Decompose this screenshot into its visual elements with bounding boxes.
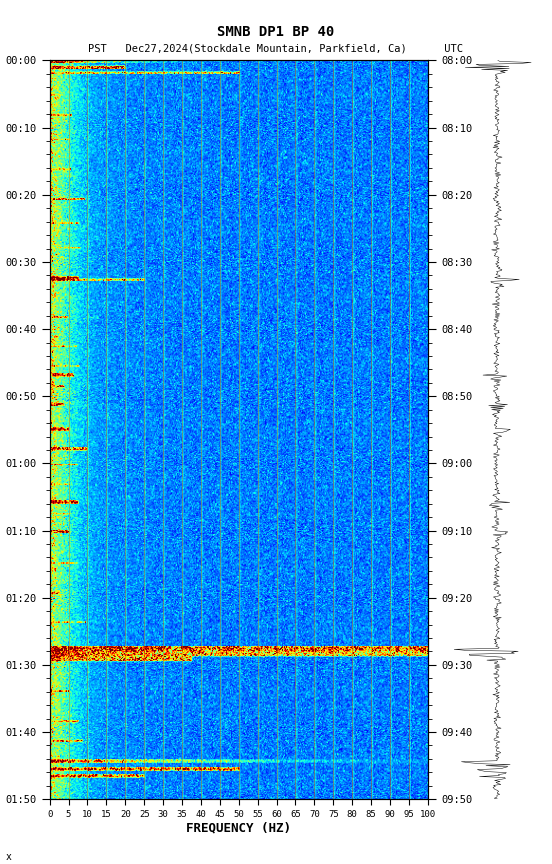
X-axis label: FREQUENCY (HZ): FREQUENCY (HZ) [186, 822, 291, 835]
Text: x: x [6, 852, 12, 861]
Text: SMNB DP1 BP 40: SMNB DP1 BP 40 [217, 25, 335, 39]
Text: PST   Dec27,2024(Stockdale Mountain, Parkfield, Ca)      UTC: PST Dec27,2024(Stockdale Mountain, Parkf… [88, 43, 464, 54]
